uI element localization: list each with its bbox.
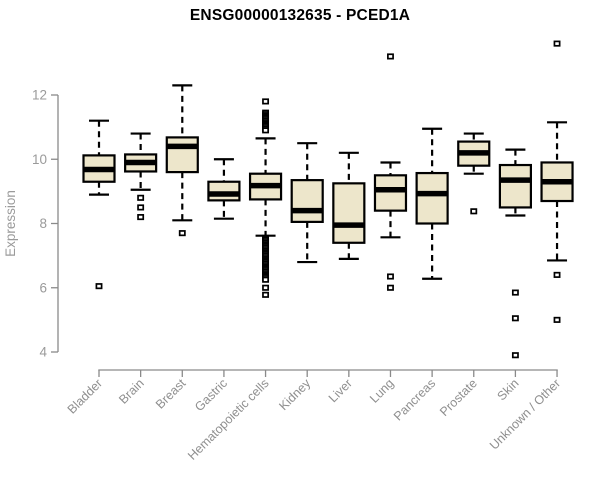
outlier-point: [262, 276, 270, 283]
y-tick-label: 8: [39, 216, 47, 231]
y-axis-title: Expression: [3, 190, 18, 257]
outlier-point: [553, 316, 561, 323]
x-category-label-gastric: Gastric: [192, 376, 230, 414]
outlier-point: [470, 208, 478, 215]
y-axis: 4 6 8 10 12 Expression: [3, 88, 59, 360]
y-tick-label: 10: [32, 152, 47, 167]
boxplot-prostate: [457, 132, 491, 215]
outlier-point: [95, 283, 103, 290]
iqr-box: [498, 163, 532, 209]
x-category-label-breast: Breast: [153, 376, 189, 412]
y-tick-label: 4: [39, 345, 47, 360]
iqr-box: [207, 180, 241, 202]
boxplot-hematopoietic-cells: [248, 98, 283, 298]
y-tick-label: 6: [39, 280, 47, 295]
x-category-label-bladder: Bladder: [65, 376, 105, 416]
outlier-point: [511, 315, 519, 322]
iqr-box: [290, 179, 324, 223]
outlier-point: [387, 284, 394, 291]
boxplot-kidney: [290, 142, 324, 264]
outlier-point: [137, 194, 145, 201]
x-category-label-unknown-other: Unknown / Other: [487, 376, 563, 452]
iqr-box: [415, 171, 449, 225]
chart-title: ENSG00000132635 - PCED1A: [189, 7, 411, 24]
outlier-point: [262, 291, 270, 298]
boxplot-breast: [165, 84, 199, 237]
x-category-label-brain: Brain: [116, 376, 147, 407]
outlier-point: [137, 214, 145, 221]
x-category-label-lung: Lung: [367, 376, 397, 406]
iqr-box: [373, 174, 408, 212]
x-category-label-prostate: Prostate: [437, 376, 480, 419]
outlier-point: [262, 284, 270, 291]
outlier-point: [387, 53, 394, 60]
boxplot-lung: [373, 53, 408, 291]
outlier-point: [553, 271, 561, 278]
outlier-point: [262, 98, 270, 105]
x-category-label-kidney: Kidney: [276, 376, 313, 413]
boxplot-bladder: [82, 119, 116, 290]
boxplot-brain: [124, 132, 158, 221]
iqr-box: [332, 182, 366, 244]
outlier-point: [178, 230, 186, 237]
boxplot-unknown-other: [540, 40, 574, 323]
outlier-point: [137, 204, 145, 211]
outlier-point: [553, 40, 561, 47]
boxplot-skin: [498, 148, 532, 359]
outlier-point: [511, 289, 519, 296]
outlier-point: [262, 127, 270, 134]
x-category-label-pancreas: Pancreas: [391, 376, 438, 423]
outlier-point: [511, 352, 519, 359]
boxplot-liver: [332, 151, 366, 260]
x-category-label-hematopoietic-cells: Hematopoietic cells: [185, 376, 272, 463]
x-category-label-skin: Skin: [494, 376, 521, 403]
boxplot-pancreas: [415, 127, 449, 280]
iqr-box: [165, 136, 199, 174]
boxplot-gastric: [207, 158, 241, 220]
outlier-point: [387, 273, 394, 280]
y-tick-label: 12: [32, 88, 47, 103]
x-category-label-liver: Liver: [326, 376, 355, 405]
